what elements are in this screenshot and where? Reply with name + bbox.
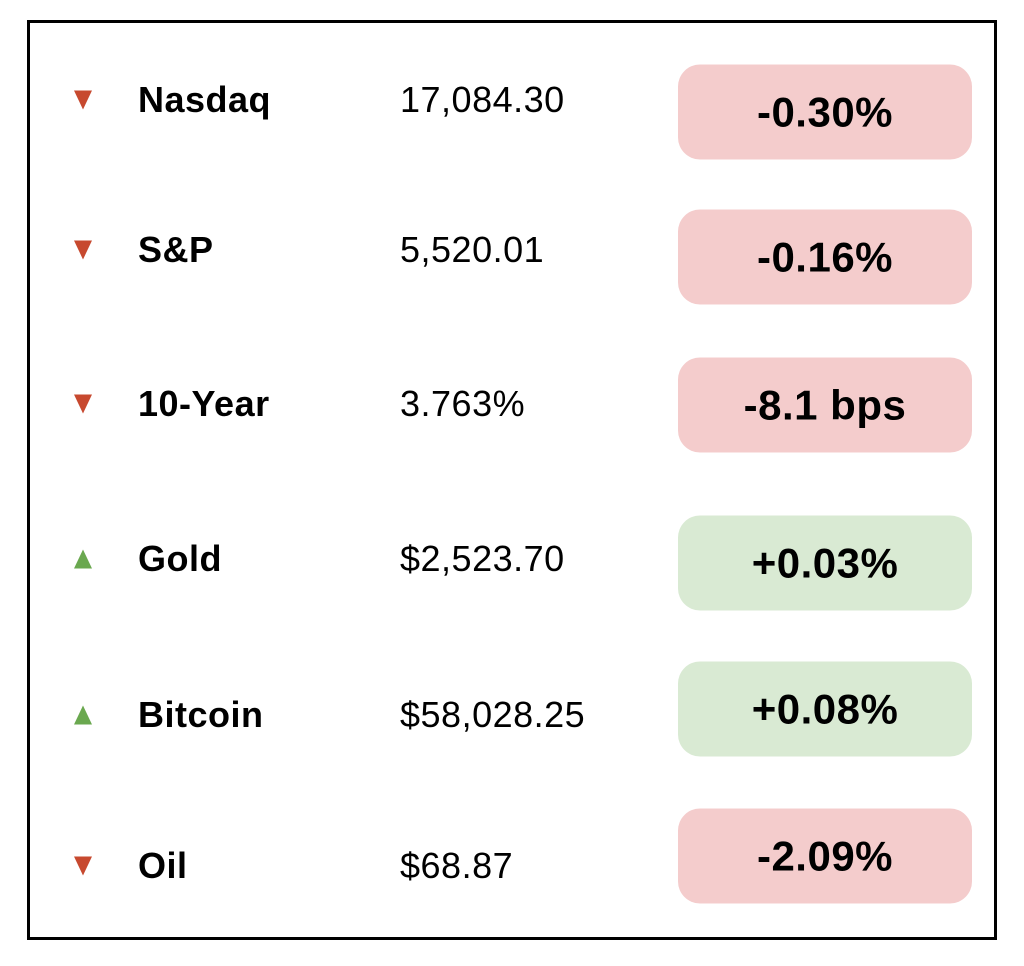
asset-value: $58,028.25 <box>400 694 586 735</box>
asset-value: 5,520.01 <box>400 229 545 270</box>
market-row-10-year: 10-Year 3.763% -8.1 bps <box>30 354 994 454</box>
asset-value: 3.763% <box>400 383 526 424</box>
down-triangle-icon <box>74 240 92 260</box>
change-badge: -0.16% <box>678 209 972 305</box>
market-row-sp: S&P 5,520.01 -0.16% <box>30 200 994 305</box>
change-badge: -0.30% <box>678 64 972 160</box>
asset-value: $2,523.70 <box>400 538 565 579</box>
change-badge: -2.09% <box>678 808 972 904</box>
down-triangle-icon <box>74 90 92 110</box>
market-row-oil: Oil $68.87 -2.09% <box>30 808 994 916</box>
down-triangle-icon <box>74 394 92 414</box>
asset-label: S&P <box>138 229 214 270</box>
market-row-gold: Gold $2,523.70 +0.03% <box>30 509 994 611</box>
change-badge: -8.1 bps <box>678 357 972 453</box>
change-badge: +0.03% <box>678 515 972 611</box>
market-row-nasdaq: Nasdaq 17,084.30 -0.30% <box>30 50 994 160</box>
asset-label: Gold <box>138 538 222 579</box>
down-triangle-icon <box>74 856 92 876</box>
up-triangle-icon <box>74 705 92 725</box>
up-triangle-icon <box>74 549 92 569</box>
asset-label: Oil <box>138 845 188 886</box>
asset-label: 10-Year <box>138 383 270 424</box>
market-row-bitcoin: Bitcoin $58,028.25 +0.08% <box>30 661 994 765</box>
asset-value: 17,084.30 <box>400 79 565 120</box>
asset-label: Nasdaq <box>138 79 272 120</box>
market-summary-card: Nasdaq 17,084.30 -0.30% S&P 5,520.01 -0.… <box>27 20 997 940</box>
asset-value: $68.87 <box>400 845 514 886</box>
asset-label: Bitcoin <box>138 694 264 735</box>
change-badge: +0.08% <box>678 661 972 757</box>
